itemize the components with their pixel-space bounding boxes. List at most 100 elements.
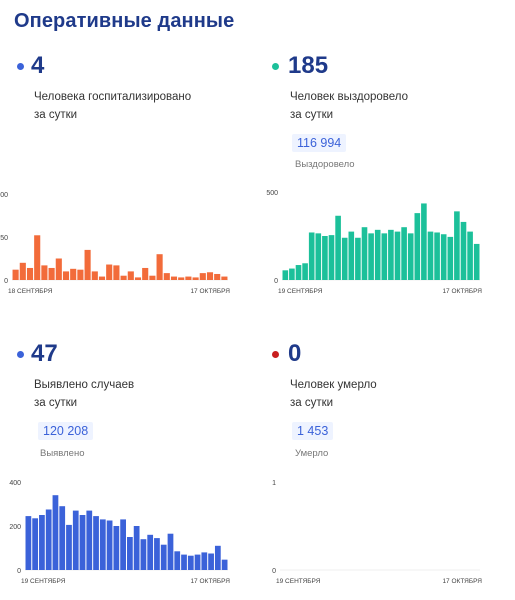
recovered-count: 185 bbox=[288, 52, 329, 79]
cases-total: 120 208 bbox=[38, 422, 94, 440]
deaths-xlabel-start: 19 СЕНТЯБРЯ bbox=[276, 578, 321, 585]
recovered-ytick: 500 bbox=[266, 190, 278, 197]
cases-bar bbox=[140, 539, 147, 570]
cases-bar bbox=[66, 524, 72, 570]
recovered-dot bbox=[272, 63, 279, 70]
cases-desc-line1: Выявлено случаев bbox=[34, 379, 135, 391]
hosp-bar bbox=[142, 267, 149, 280]
cases-desc-line2: за сутки bbox=[34, 397, 78, 409]
hosp-desc-line1: Человека госпитализировано bbox=[34, 91, 192, 103]
recovered-bar bbox=[322, 236, 328, 280]
recovered-xlabel-end: 17 ОКТЯБРЯ bbox=[442, 288, 482, 295]
hosp-ytick: 100 bbox=[0, 192, 8, 199]
deaths-desc-line1: Человек умерло bbox=[290, 379, 377, 391]
deaths-dot bbox=[272, 351, 279, 358]
hosp-bar bbox=[34, 235, 41, 280]
recovered-bar bbox=[407, 233, 414, 280]
hosp-xlabel-end: 17 ОКТЯБРЯ bbox=[190, 288, 230, 295]
hosp-ytick: 50 bbox=[0, 235, 8, 242]
deaths-count: 0 bbox=[288, 340, 302, 367]
hosp-desc-line2: за сутки bbox=[34, 109, 78, 121]
hosp-bar bbox=[120, 275, 127, 280]
deaths-desc-line2: за сутки bbox=[290, 397, 334, 409]
hosp-xlabel-start: 18 СЕНТЯБРЯ bbox=[8, 288, 53, 295]
recovered-bar bbox=[440, 234, 447, 280]
cases-bar bbox=[39, 515, 45, 570]
cases-chart: 0 200 400 19 СЕНТЯБРЯ 17 ОКТЯБРЯ bbox=[9, 480, 230, 585]
hosp-bar bbox=[70, 268, 77, 280]
cases-bar bbox=[181, 554, 187, 570]
cases-bar bbox=[160, 544, 167, 570]
recovered-bar bbox=[467, 231, 473, 280]
cases-bar bbox=[72, 510, 79, 570]
recovered-bar bbox=[282, 270, 289, 280]
recovered-bar bbox=[302, 263, 308, 280]
hosp-bar bbox=[98, 276, 106, 280]
deaths-ytick: 1 bbox=[272, 480, 276, 487]
deaths-total: 1 453 bbox=[292, 422, 334, 440]
recovered-bar bbox=[460, 221, 467, 280]
cases-bar bbox=[167, 533, 174, 570]
cases-bar bbox=[93, 516, 99, 570]
cases-ytick: 0 bbox=[17, 568, 21, 575]
recovered-bar bbox=[355, 237, 361, 280]
cases-bar bbox=[174, 551, 181, 570]
hosp-bar bbox=[48, 267, 55, 280]
recovered-bar bbox=[473, 243, 480, 280]
cases-bar bbox=[79, 515, 86, 570]
cases-xlabel-start: 19 СЕНТЯБРЯ bbox=[21, 578, 66, 585]
recovered-bar bbox=[315, 233, 322, 280]
hosp-bar bbox=[156, 254, 163, 280]
recovered-bar bbox=[335, 215, 341, 280]
cases-bar bbox=[59, 506, 66, 570]
recovered-bar bbox=[308, 232, 315, 280]
recovered-bar bbox=[434, 232, 440, 280]
cases-bar bbox=[120, 519, 126, 570]
hosp-bar bbox=[163, 273, 170, 280]
hosp-bar bbox=[84, 249, 91, 280]
cases-bar bbox=[99, 519, 106, 570]
recovered-total-label: Выздоровело bbox=[295, 159, 355, 170]
cases-ytick: 400 bbox=[9, 480, 21, 487]
cases-bar bbox=[133, 526, 140, 570]
recovered-bar bbox=[454, 211, 460, 280]
recovered-bar bbox=[388, 229, 394, 280]
recovered-bar bbox=[381, 233, 388, 280]
hosp-bar bbox=[149, 275, 156, 280]
cases-bar bbox=[52, 495, 59, 570]
hosp-bar bbox=[170, 276, 178, 280]
hosp-bar bbox=[41, 265, 48, 280]
recovered-desc-line1: Человек выздоровело bbox=[290, 91, 409, 103]
recovered-bar bbox=[414, 213, 421, 280]
cases-bar bbox=[127, 537, 133, 570]
recovered-bar bbox=[368, 233, 374, 280]
recovered-bar bbox=[328, 235, 335, 280]
hosp-bar bbox=[113, 265, 120, 280]
recovered-xlabel-start: 19 СЕНТЯБРЯ bbox=[278, 288, 323, 295]
hosp-bar bbox=[206, 272, 214, 280]
recovered-bar bbox=[427, 231, 434, 280]
hosp-bar bbox=[134, 277, 142, 280]
hosp-bar bbox=[55, 258, 62, 280]
cases-bar bbox=[187, 555, 194, 570]
recovered-desc-line2: за сутки bbox=[290, 109, 334, 121]
cases-bar bbox=[113, 526, 120, 570]
hosp-count: 4 bbox=[31, 52, 45, 79]
hosp-chart: 0 50 100 18 СЕНТЯБРЯ 17 ОКТЯБРЯ bbox=[0, 192, 230, 295]
deaths-xlabel-end: 17 ОКТЯБРЯ bbox=[442, 578, 482, 585]
page-title: Оперативные данные bbox=[14, 10, 235, 32]
recovered-bar bbox=[421, 203, 427, 280]
hosp-bar bbox=[91, 271, 98, 280]
cases-bar bbox=[147, 534, 154, 570]
hosp-bar bbox=[26, 267, 34, 280]
recovered-bar bbox=[361, 227, 368, 280]
recovered-ytick: 0 bbox=[274, 278, 278, 285]
hosp-bar bbox=[19, 262, 26, 280]
deaths-total-label: Умерло bbox=[295, 448, 329, 459]
cases-bar bbox=[106, 520, 113, 570]
hosp-bar bbox=[214, 273, 221, 280]
hosp-bar bbox=[12, 269, 19, 280]
hosp-dot bbox=[17, 63, 24, 70]
recovered-total: 116 994 bbox=[292, 134, 347, 152]
hosp-bar bbox=[127, 271, 134, 280]
